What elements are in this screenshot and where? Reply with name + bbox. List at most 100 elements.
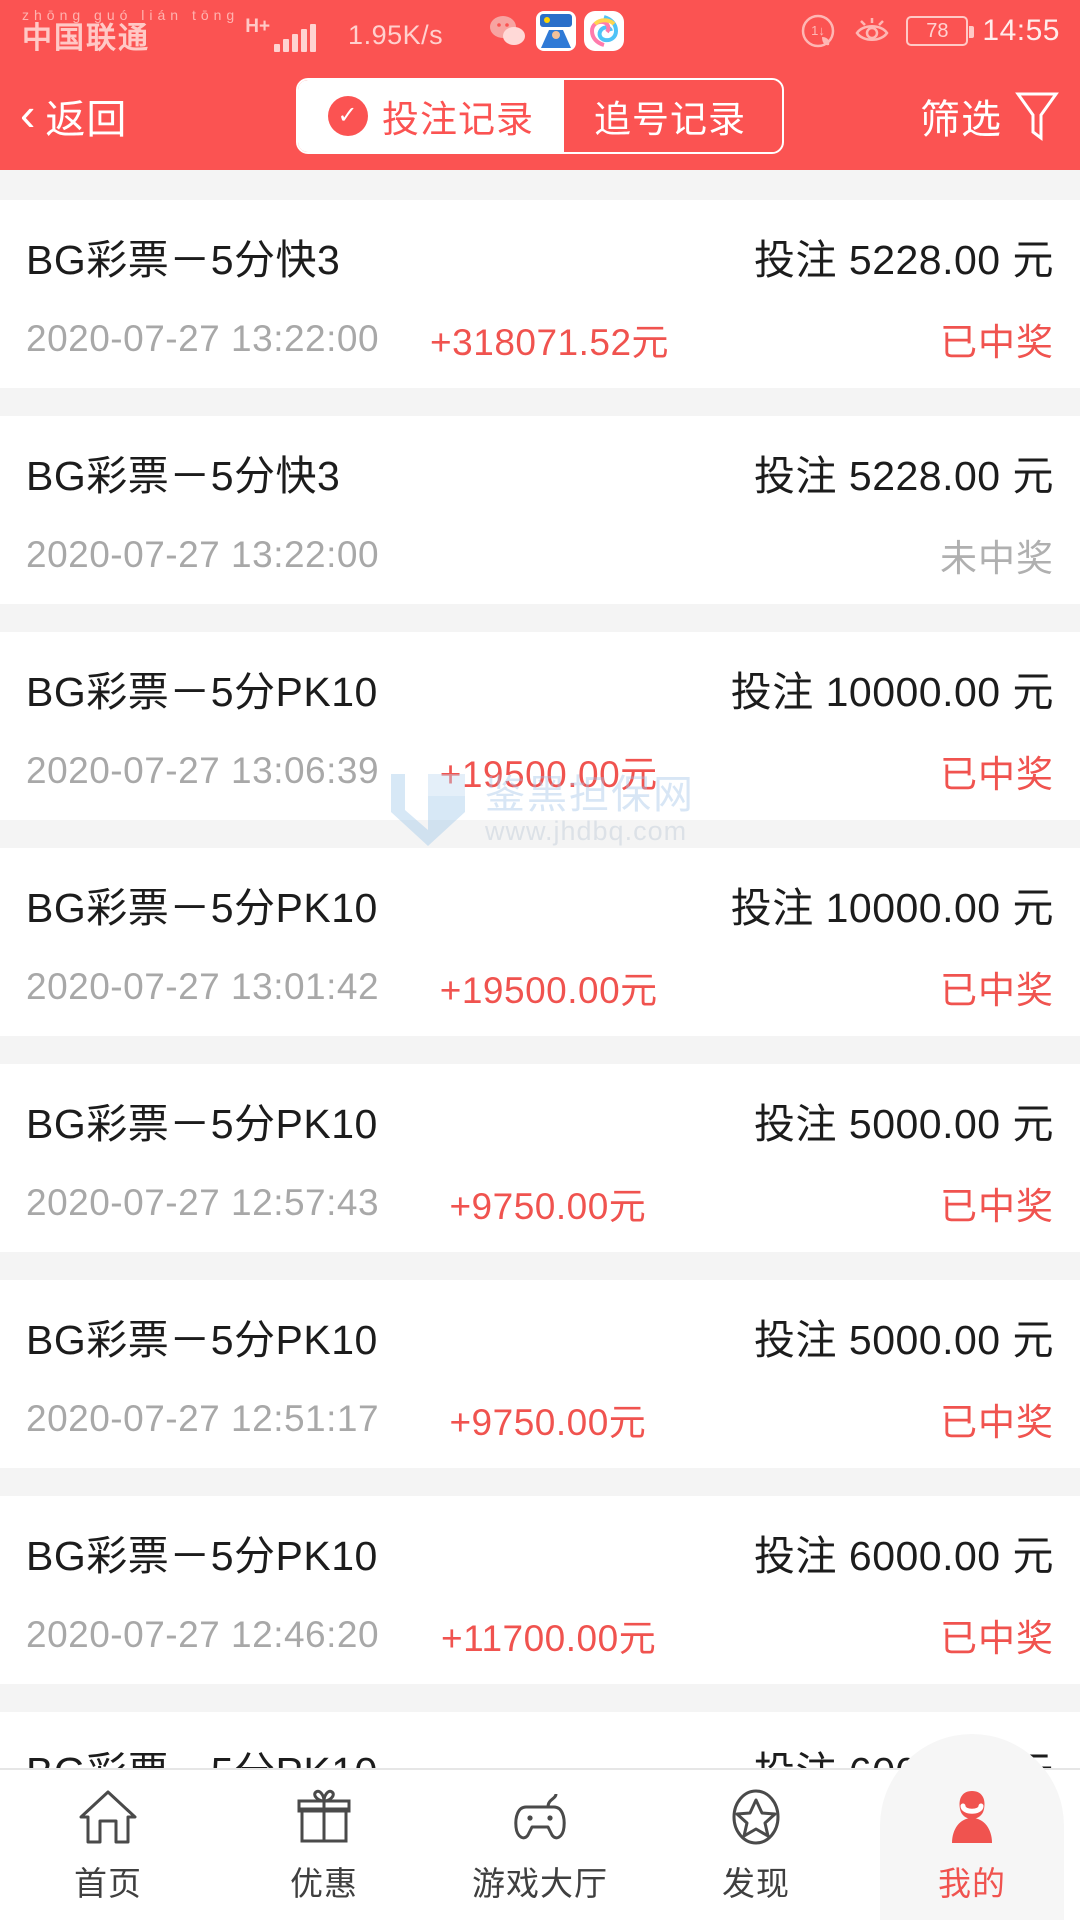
tab-betting-records[interactable]: ✓ 投注记录: [298, 80, 564, 152]
tab-home-label: 首页: [74, 1865, 142, 1902]
check-circle-icon: ✓: [328, 96, 368, 136]
table-row[interactable]: BG彩票－5分PK10 投注 10000.00 元 2020-07-27 13:…: [0, 848, 1080, 1036]
record-row-bottom: 2020-07-27 12:57:43 +9750.00元 已中奖: [26, 1176, 1054, 1230]
tab-game-lobby[interactable]: 游戏大厅: [432, 1770, 648, 1920]
page-header: ‹ 返回 ✓ 投注记录 追号记录 筛选: [0, 62, 1080, 170]
battery-icon: 78: [906, 16, 975, 46]
power-saving-icon: 1↓: [802, 14, 835, 48]
bottom-navigation: 首页 优惠: [0, 1768, 1080, 1920]
record-stake-amount: 投注 6000.00 元: [754, 1533, 1054, 1579]
tab-home[interactable]: 首页: [0, 1770, 216, 1920]
record-row-bottom: 2020-07-27 13:06:39 +19500.00元 已中奖: [26, 744, 1054, 798]
back-button-label: 返回: [45, 98, 128, 142]
record-game-name: BG彩票－5分快3: [26, 453, 341, 499]
status-badge: 已中奖: [940, 970, 1054, 1011]
list-gap: [0, 604, 1080, 632]
tab-mine[interactable]: 我的: [864, 1770, 1080, 1920]
record-payout-amount: +19500.00元: [439, 970, 658, 1011]
record-row-top: BG彩票－5分PK10 投注 6000.00 元: [26, 1522, 1054, 1582]
list-gap: [0, 388, 1080, 416]
record-row-top: BG彩票－5分PK10 投注 5000.00 元: [26, 1090, 1054, 1150]
record-payout-amount: +19500.00元: [439, 754, 658, 795]
tab-betting-records-label: 投注记录: [382, 99, 534, 140]
table-row[interactable]: BG彩票－5分快3 投注 5228.00 元 2020-07-27 13:22:…: [0, 416, 1080, 604]
record-game-name: BG彩票－5分PK10: [26, 669, 378, 715]
list-gap: [0, 1252, 1080, 1280]
record-timestamp: 2020-07-27 12:46:20: [26, 1614, 380, 1655]
record-game-name: BG彩票－5分PK10: [26, 1317, 378, 1363]
record-stake-amount: 投注 10000.00 元: [730, 669, 1054, 715]
record-stake-amount: 投注 5228.00 元: [754, 237, 1054, 283]
record-row-top: BG彩票－5分PK10 投注 10000.00 元: [26, 874, 1054, 934]
record-row-top: BG彩票－5分快3 投注 5228.00 元: [26, 226, 1054, 286]
carrier-label: zhōng guó lián tōng 中国联通: [22, 8, 239, 54]
signal-bars-icon: [274, 24, 317, 52]
record-game-name: BG彩票－5分PK10: [26, 1101, 378, 1147]
qq-game-icon: [536, 11, 577, 51]
tab-chase-records[interactable]: 追号记录: [564, 80, 776, 152]
filter-button[interactable]: 筛选: [920, 87, 1060, 145]
status-badge: 已中奖: [940, 1186, 1054, 1227]
tab-promotions-label: 优惠: [290, 1865, 358, 1902]
chevron-left-icon: ‹: [20, 88, 36, 140]
table-row[interactable]: BG彩票－5分PK10 投注 10000.00 元 2020-07-27 13:…: [0, 632, 1080, 820]
tab-mine-label: 我的: [938, 1865, 1006, 1902]
status-badge: 已中奖: [940, 1402, 1054, 1443]
table-row[interactable]: BG彩票－5分快3 投注 5228.00 元 2020-07-27 13:22:…: [0, 200, 1080, 388]
list-gap: [0, 1036, 1080, 1064]
svg-text:1↓: 1↓: [812, 23, 826, 38]
status-badge: 未中奖: [940, 538, 1054, 579]
betting-records-list[interactable]: BG彩票－5分快3 投注 5228.00 元 2020-07-27 13:22:…: [0, 170, 1080, 1768]
record-stake-amount: 投注 5228.00 元: [754, 453, 1054, 499]
record-payout-amount: +318071.52元: [430, 322, 670, 363]
table-row[interactable]: BG彩票－5分PK10 投注 6000.00 元 2020-07-27 12:4…: [0, 1496, 1080, 1684]
network-type-label: H+: [245, 16, 271, 37]
table-row[interactable]: BG彩票－5分PK10 投注 5000.00 元 2020-07-27 12:5…: [0, 1064, 1080, 1252]
record-row-top: BG彩票－5分PK10 投注 10000.00 元: [26, 658, 1054, 718]
record-row-bottom: 2020-07-27 13:22:00 +318071.52元 已中奖: [26, 312, 1054, 366]
record-timestamp: 2020-07-27 12:57:43: [26, 1182, 380, 1223]
record-row-bottom: 2020-07-27 13:22:00 未中奖: [26, 528, 1054, 582]
record-game-name: BG彩票－5分PK10: [26, 885, 378, 931]
record-payout-amount: +9750.00元: [449, 1402, 647, 1443]
gift-icon: [291, 1785, 357, 1847]
gamepad-icon: [507, 1785, 573, 1847]
network-speed-label: 1.95K/s: [348, 20, 444, 50]
record-row-bottom: 2020-07-27 12:51:17 +9750.00元 已中奖: [26, 1392, 1054, 1446]
home-icon: [75, 1785, 141, 1847]
star-circle-icon: [723, 1785, 789, 1847]
funnel-icon: [1015, 92, 1059, 141]
back-button[interactable]: ‹ 返回: [20, 87, 127, 145]
table-row[interactable]: BG彩票－5分PK10 投注 5000.00 元 2020-07-27 12:5…: [0, 1280, 1080, 1468]
record-payout-amount: +9750.00元: [449, 1186, 647, 1227]
status-badge: 已中奖: [940, 754, 1054, 795]
list-gap: [0, 1468, 1080, 1496]
record-timestamp: 2020-07-27 12:51:17: [26, 1398, 380, 1439]
tab-discover-label: 发现: [722, 1865, 790, 1902]
record-stake-amount: 投注 10000.00 元: [730, 885, 1054, 931]
status-bar-right: 1↓ 78 14:55: [798, 0, 1060, 62]
list-gap: [0, 170, 1080, 200]
status-badge: 已中奖: [940, 1618, 1054, 1659]
wechat-icon: [490, 16, 526, 45]
eye-protection-icon: [855, 18, 889, 41]
record-type-segmented-control: ✓ 投注记录 追号记录: [296, 78, 784, 154]
record-row-top: BG彩票－5分PK10 投注 5000.00 元: [26, 1306, 1054, 1366]
tab-discover[interactable]: 发现: [648, 1770, 864, 1920]
tab-promotions[interactable]: 优惠: [216, 1770, 432, 1920]
battery-level-label: 78: [926, 19, 949, 42]
record-game-name: BG彩票－5分快3: [26, 237, 341, 283]
filter-button-label: 筛选: [920, 98, 1002, 142]
carrier-name: 中国联通: [22, 22, 150, 55]
record-row-top: BG彩票－5分快3 投注 5228.00 元: [26, 442, 1054, 502]
record-stake-amount: 投注 5000.00 元: [754, 1317, 1054, 1363]
tab-chase-records-label: 追号记录: [594, 99, 746, 140]
record-timestamp: 2020-07-27 13:22:00: [26, 534, 380, 575]
list-gap: [0, 820, 1080, 848]
record-timestamp: 2020-07-27 13:06:39: [26, 750, 380, 791]
person-icon: [939, 1785, 1005, 1847]
record-timestamp: 2020-07-27 13:22:00: [26, 318, 380, 359]
list-gap: [0, 1684, 1080, 1712]
record-row-bottom: 2020-07-27 13:01:42 +19500.00元 已中奖: [26, 960, 1054, 1014]
